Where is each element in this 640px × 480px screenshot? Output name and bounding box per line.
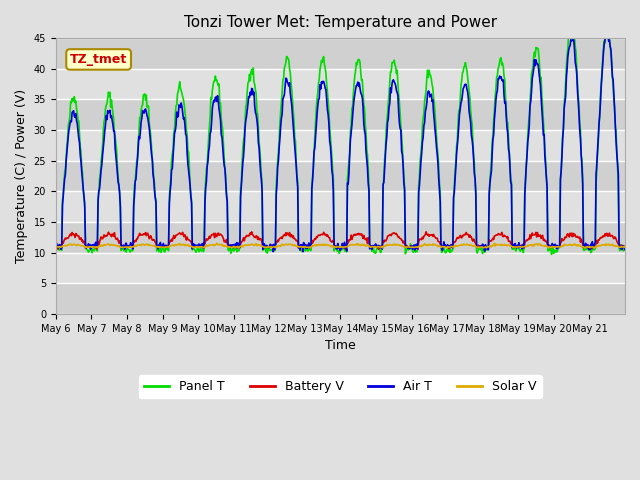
Air T <box>400 180 408 186</box>
Text: TZ_tmet: TZ_tmet <box>70 53 127 66</box>
Air T <box>252 109 259 115</box>
Battery V <box>252 235 259 240</box>
Panel T <box>52 246 60 252</box>
Panel T <box>567 19 575 25</box>
Line: Solar V: Solar V <box>56 243 625 248</box>
Solar V <box>52 243 60 249</box>
Bar <box>56 192 625 222</box>
Solar V <box>400 244 408 250</box>
Panel T <box>223 196 231 202</box>
Solar V <box>213 240 221 246</box>
X-axis label: Time: Time <box>325 339 356 352</box>
Line: Air T: Air T <box>56 31 625 252</box>
Battery V <box>119 244 127 250</box>
Air T <box>432 134 440 140</box>
Bar <box>56 99 625 130</box>
Solar V <box>432 242 440 248</box>
Air T <box>52 245 60 251</box>
Panel T <box>273 169 281 175</box>
Air T <box>621 247 629 252</box>
Title: Tonzi Tower Met: Temperature and Power: Tonzi Tower Met: Temperature and Power <box>184 15 497 30</box>
Solar V <box>224 244 232 250</box>
Panel T <box>431 110 439 116</box>
Panel T <box>399 161 407 167</box>
Battery V <box>414 246 422 252</box>
Solar V <box>621 244 629 250</box>
Bar <box>56 38 625 69</box>
Bar <box>56 161 625 192</box>
Air T <box>273 182 281 188</box>
Panel T <box>252 87 259 93</box>
Line: Panel T: Panel T <box>56 22 625 254</box>
Battery V <box>422 229 430 235</box>
Bar <box>56 69 625 99</box>
Panel T <box>621 243 629 249</box>
Bar <box>56 130 625 161</box>
Solar V <box>252 241 260 247</box>
Panel T <box>548 252 556 257</box>
Line: Battery V: Battery V <box>56 232 625 249</box>
Battery V <box>621 243 629 249</box>
Air T <box>119 245 127 251</box>
Battery V <box>399 240 407 246</box>
Battery V <box>433 235 440 241</box>
Solar V <box>119 244 127 250</box>
Y-axis label: Temperature (C) / Power (V): Temperature (C) / Power (V) <box>15 89 28 263</box>
Panel T <box>119 246 127 252</box>
Battery V <box>223 240 231 246</box>
Air T <box>223 198 231 204</box>
Air T <box>299 249 307 254</box>
Air T <box>602 28 609 34</box>
Solar V <box>274 244 282 250</box>
Battery V <box>52 243 60 249</box>
Bar <box>56 283 625 314</box>
Solar V <box>581 245 589 251</box>
Bar <box>56 252 625 283</box>
Battery V <box>273 240 281 245</box>
Bar <box>56 222 625 252</box>
Legend: Panel T, Battery V, Air T, Solar V: Panel T, Battery V, Air T, Solar V <box>139 375 542 398</box>
